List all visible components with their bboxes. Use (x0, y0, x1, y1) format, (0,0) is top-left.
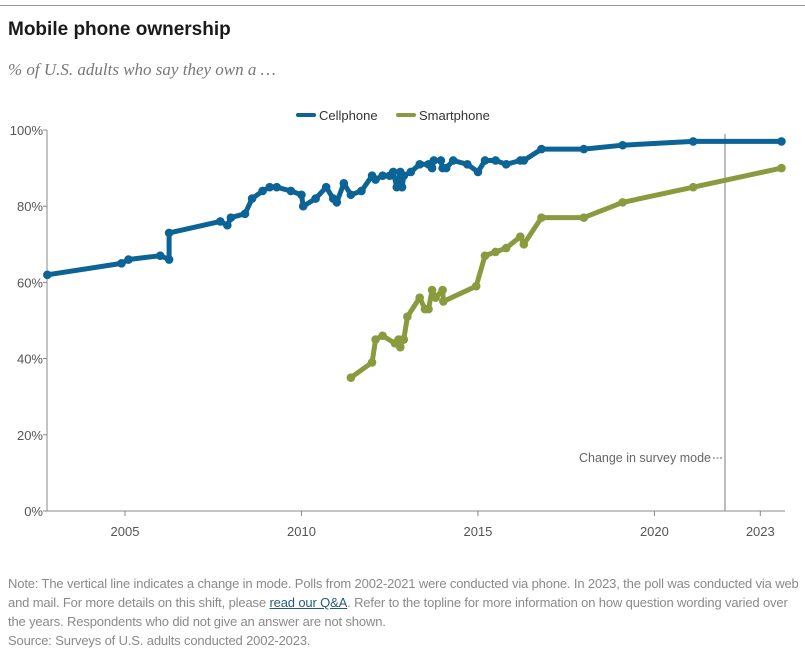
y-tick-label: 100% (10, 123, 44, 138)
data-point-cellphone (286, 186, 296, 196)
data-point-smartphone (439, 297, 448, 306)
data-point-smartphone (688, 182, 698, 192)
data-point-cellphone (43, 270, 52, 280)
legend-label-smartphone: Smartphone (419, 108, 490, 123)
data-point-cellphone (501, 159, 511, 169)
data-point-cellphone (298, 201, 308, 211)
data-point-cellphone (339, 179, 349, 188)
data-point-cellphone (240, 209, 250, 219)
x-tick-label: 2015 (463, 524, 492, 539)
data-point-smartphone (427, 285, 437, 295)
data-point-smartphone (367, 358, 377, 367)
legend-label-cellphone: Cellphone (319, 108, 378, 123)
data-point-cellphone (223, 220, 232, 230)
data-point-smartphone (515, 232, 525, 241)
x-tick-label: 2005 (111, 524, 140, 539)
note-text-cont: . Refer to the topline for more informat… (8, 595, 788, 629)
data-point-cellphone (397, 182, 407, 192)
data-point-cellphone (265, 182, 275, 192)
data-point-cellphone (371, 175, 380, 184)
data-point-smartphone (378, 331, 387, 341)
data-point-smartphone (491, 247, 500, 257)
data-point-cellphone (429, 156, 439, 165)
line-chart: 0% 20% 40% 60% 80% 100% 2005 2010 2015 2020 2023 Ch… (10, 108, 786, 539)
data-point-smartphone (777, 163, 786, 173)
data-point-cellphone (388, 167, 398, 177)
data-point-smartphone (519, 240, 529, 249)
survey-mode-change-label: Change in survey mode (579, 451, 711, 465)
data-point-cellphone (247, 194, 257, 203)
qa-link[interactable]: read our Q&A (269, 595, 348, 610)
data-point-cellphone (491, 156, 500, 165)
data-point-smartphone (431, 293, 440, 302)
data-point-smartphone (346, 373, 356, 382)
data-point-smartphone (438, 285, 447, 295)
x-tick-label: 2023 (746, 524, 775, 539)
data-point-cellphone (448, 156, 458, 165)
data-point-cellphone (226, 213, 236, 222)
data-point-cellphone (463, 159, 472, 169)
chart-subtitle: % of U.S. adults who say they own a … (8, 60, 276, 79)
y-tick-label: 0% (24, 504, 43, 519)
data-point-cellphone (215, 217, 225, 226)
data-point-cellphone (399, 171, 409, 181)
x-tick-label: 2020 (640, 524, 669, 539)
source-text: Source: Surveys of U.S. adults conducted… (8, 633, 311, 648)
data-point-cellphone (618, 140, 627, 150)
y-tick-label: 20% (17, 428, 43, 443)
data-point-smartphone (395, 342, 405, 352)
data-point-smartphone (424, 304, 433, 314)
data-point-smartphone (537, 213, 546, 222)
data-point-smartphone (403, 312, 412, 321)
y-tick-label: 60% (17, 275, 43, 290)
data-point-smartphone (480, 251, 490, 261)
data-point-smartphone (579, 213, 589, 222)
x-tick-label: 2010 (287, 524, 316, 539)
data-point-cellphone (480, 156, 490, 165)
data-point-cellphone (332, 198, 342, 207)
data-point-cellphone (519, 156, 529, 165)
data-point-cellphone (406, 167, 416, 177)
top-rule (0, 5, 805, 6)
data-point-cellphone (441, 163, 451, 173)
data-point-cellphone (321, 182, 331, 192)
data-point-cellphone (258, 186, 267, 196)
data-point-cellphone (346, 190, 356, 200)
data-point-cellphone (777, 137, 786, 146)
data-point-cellphone (164, 255, 174, 264)
data-point-cellphone (311, 194, 320, 203)
data-point-smartphone (471, 281, 481, 291)
data-point-cellphone (357, 186, 366, 196)
data-point-cellphone (155, 251, 165, 261)
data-point-cellphone (688, 137, 698, 146)
data-point-cellphone (272, 182, 282, 192)
chart-note: Note: The vertical line indicates a chan… (8, 574, 800, 650)
data-point-cellphone (579, 144, 589, 154)
data-point-smartphone (618, 198, 627, 207)
data-point-cellphone (436, 156, 446, 165)
data-point-cellphone (117, 259, 126, 268)
chart-title: Mobile phone ownership (8, 19, 231, 40)
data-point-cellphone (297, 190, 306, 200)
data-point-cellphone (537, 144, 546, 154)
data-point-smartphone (501, 243, 511, 253)
data-point-cellphone (415, 159, 425, 169)
series-line-smartphone (348, 165, 784, 381)
data-point-smartphone (415, 293, 425, 302)
note-text: Note: The vertical line indicates a chan… (8, 576, 799, 610)
data-point-smartphone (399, 335, 409, 344)
y-tick-label: 80% (17, 199, 43, 214)
data-point-cellphone (378, 171, 387, 181)
data-point-cellphone (164, 228, 174, 238)
y-tick-label: 40% (17, 352, 43, 367)
data-point-cellphone (124, 255, 133, 264)
data-point-cellphone (473, 167, 483, 177)
data-point-cellphone (427, 163, 437, 173)
data-point-smartphone (371, 335, 380, 344)
